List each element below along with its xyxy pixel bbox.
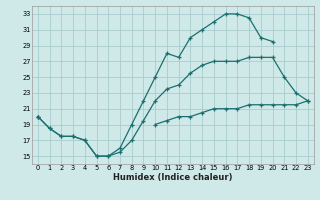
- X-axis label: Humidex (Indice chaleur): Humidex (Indice chaleur): [113, 173, 233, 182]
